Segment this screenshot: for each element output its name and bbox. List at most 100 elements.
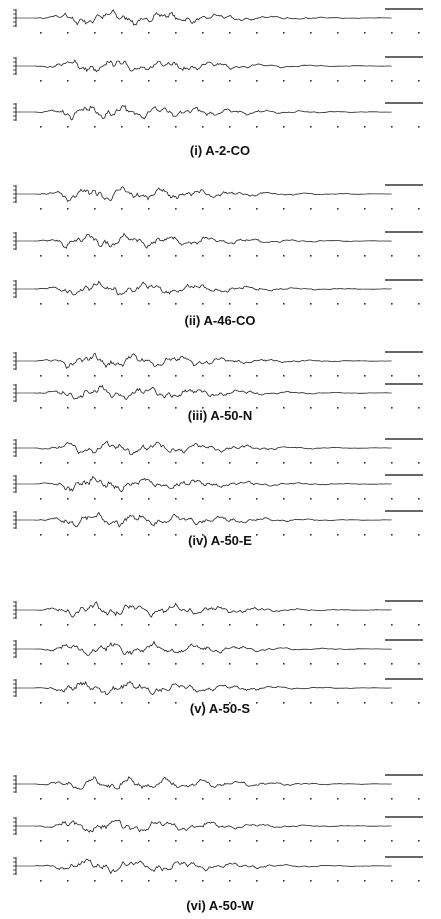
waveform [34,441,392,454]
time-tick-dot [364,498,366,500]
time-tick-dot [364,407,366,409]
time-tick-dot [67,407,69,409]
waveform [34,187,392,202]
time-tick-dot [256,880,258,882]
time-tick-dot [175,798,177,800]
time-tick-dot [94,840,96,842]
time-tick-dot [202,498,204,500]
time-tick-dot [391,798,393,800]
time-tick-dot [283,407,285,409]
time-tick-dot [148,840,150,842]
trace-label-smudge [385,184,423,186]
panel-caption: (v) A-50-S [190,701,251,716]
time-tick-dot [310,208,312,210]
time-tick-dot [121,498,123,500]
time-tick-dot [148,208,150,210]
time-tick-dot [364,880,366,882]
time-tick-dot [283,798,285,800]
time-tick-dot [256,407,258,409]
time-tick-dot [175,255,177,257]
waveform [34,820,392,832]
time-tick-dot [337,126,339,128]
time-tick-dot [148,534,150,536]
time-tick-dot [364,303,366,305]
time-tick-dot [256,255,258,257]
time-tick-dot [310,663,312,665]
waveform [34,642,392,656]
time-tick-dot [391,407,393,409]
time-tick-dot [40,498,42,500]
waveform [34,234,392,249]
time-tick-dot [67,32,69,34]
time-tick-dot [391,702,393,704]
time-tick-dot [94,534,96,536]
time-tick-dot [202,32,204,34]
time-tick-dot [418,663,420,665]
time-tick-dot [337,375,339,377]
time-tick-dot [202,840,204,842]
time-tick-dot [121,303,123,305]
waveform [34,859,392,874]
time-tick-dot [148,663,150,665]
waveform [34,385,392,399]
time-tick-dot [40,303,42,305]
time-tick-dot [175,498,177,500]
trace-label-smudge [385,774,423,776]
time-tick-dot [256,303,258,305]
time-tick-dot [391,80,393,82]
time-tick-dot [94,255,96,257]
panel: (v) A-50-S [13,600,423,716]
time-tick-dot [202,80,204,82]
time-tick-dot [94,32,96,34]
time-tick-dot [229,303,231,305]
waveform [34,60,392,71]
time-tick-dot [121,663,123,665]
time-tick-dot [40,702,42,704]
time-tick-dot [67,880,69,882]
time-tick-dot [337,798,339,800]
time-tick-dot [391,208,393,210]
time-tick-dot [256,32,258,34]
time-tick-dot [67,498,69,500]
time-tick-dot [121,534,123,536]
figure: (i) A-2-CO(ii) A-46-CO(iii) A-50-N(iv) A… [0,0,441,919]
trace-label-smudge [385,600,423,602]
time-tick-dot [418,798,420,800]
time-tick-dot [121,208,123,210]
time-tick-dot [121,407,123,409]
time-tick-dot [175,663,177,665]
time-tick-dot [256,498,258,500]
time-tick-dot [40,208,42,210]
time-tick-dot [337,702,339,704]
time-tick-dot [364,663,366,665]
waveform [34,477,392,492]
time-tick-dot [391,880,393,882]
time-tick-dot [148,498,150,500]
time-tick-dot [148,303,150,305]
time-tick-dot [202,462,204,464]
waveform [34,353,392,368]
time-tick-dot [121,126,123,128]
time-tick-dot [391,375,393,377]
time-tick-dot [283,80,285,82]
panel: (ii) A-46-CO [13,184,423,328]
time-tick-dot [310,255,312,257]
time-tick-dot [175,126,177,128]
time-tick-dot [418,208,420,210]
time-tick-dot [67,208,69,210]
time-tick-dot [391,534,393,536]
time-tick-dot [67,303,69,305]
trace-label-smudge [385,231,423,233]
time-tick-dot [256,80,258,82]
trace-label-smudge [385,438,423,440]
time-tick-dot [283,702,285,704]
time-tick-dot [202,624,204,626]
time-tick-dot [67,624,69,626]
time-tick-dot [229,208,231,210]
time-tick-dot [283,126,285,128]
time-tick-dot [229,32,231,34]
time-tick-dot [121,798,123,800]
time-tick-dot [337,303,339,305]
time-tick-dot [310,798,312,800]
time-tick-dot [256,663,258,665]
